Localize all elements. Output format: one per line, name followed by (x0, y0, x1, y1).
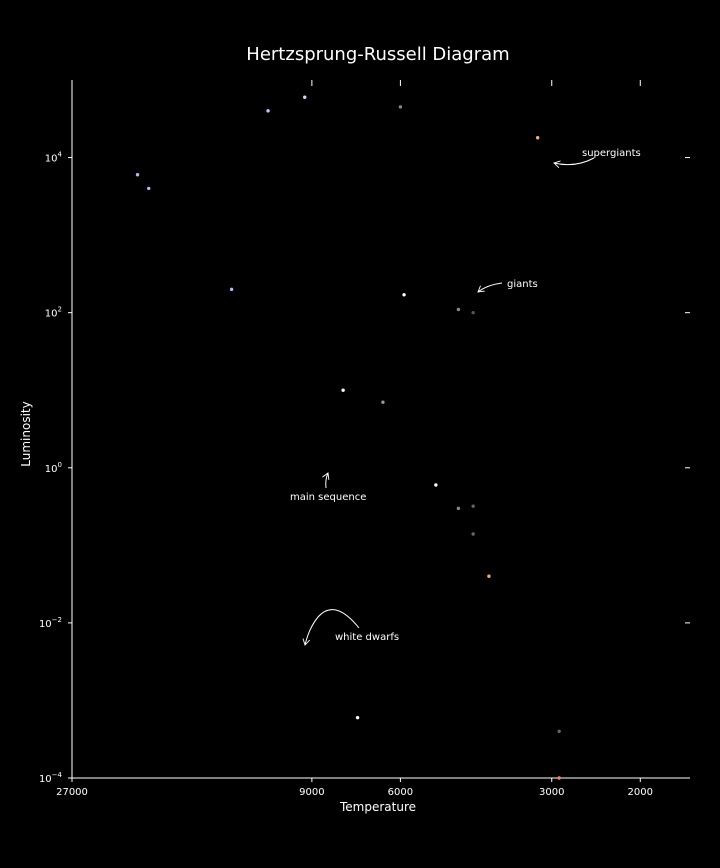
chart-title: Hertzsprung-Russell Diagram (246, 44, 509, 65)
star-point (471, 532, 475, 536)
x-tick-label: 2000 (628, 787, 653, 798)
star-point (147, 186, 151, 191)
annotation-label-giants: giants (507, 279, 538, 290)
star-point (341, 388, 345, 392)
star-point (456, 506, 461, 511)
star-point (398, 105, 403, 109)
y-tick-label: 10−4 (39, 771, 63, 785)
annotation-giants: giants (478, 279, 538, 292)
y-ticks: 10−4 10−2 100 102 104 (39, 151, 72, 785)
star-point (303, 95, 307, 99)
annotation-main-sequence: main sequence (290, 473, 366, 503)
x-tick-label: 9000 (299, 787, 324, 798)
annotation-arrow-main-sequence (326, 473, 328, 489)
annotation-arrow-giants (478, 282, 503, 292)
star-point (381, 400, 385, 404)
data-points (135, 95, 561, 780)
star-point (229, 287, 234, 292)
x-ticks-top (311, 80, 641, 86)
x-tick-label: 27000 (56, 787, 88, 798)
star-point (266, 109, 270, 113)
annotation-white-dwarfs: white dwarfs (305, 609, 399, 645)
star-point (471, 310, 475, 315)
annotation-supergiants: supergiants (554, 148, 641, 165)
x-tick-label: 3000 (539, 787, 564, 798)
y-axis-label: Luminosity (19, 401, 33, 466)
annotation-label-white-dwarfs: white dwarfs (335, 632, 399, 643)
star-point (456, 307, 461, 312)
x-ticks: 27000 9000 6000 3000 2000 (56, 778, 653, 798)
star-point (487, 574, 491, 578)
x-axis-label: Temperature (339, 800, 416, 814)
x-tick-label: 6000 (388, 787, 413, 798)
star-point (135, 173, 140, 177)
y-tick-label: 10−2 (39, 616, 62, 630)
y-tick-label: 102 (45, 306, 62, 320)
annotation-label-main-sequence: main sequence (290, 492, 366, 503)
y-tick-label: 104 (45, 151, 63, 165)
star-point (434, 483, 438, 487)
y-tick-label: 100 (45, 461, 62, 475)
annotation-arrow-supergiants (554, 157, 595, 165)
annotation-label-supergiants: supergiants (582, 148, 641, 159)
star-point (355, 715, 360, 720)
annotation-arrow-white-dwarfs (305, 609, 360, 645)
star-point (557, 776, 561, 780)
star-point (402, 293, 406, 297)
star-point (535, 136, 540, 140)
y-ticks-right (685, 157, 690, 779)
star-point (471, 504, 475, 508)
star-point (557, 729, 561, 734)
